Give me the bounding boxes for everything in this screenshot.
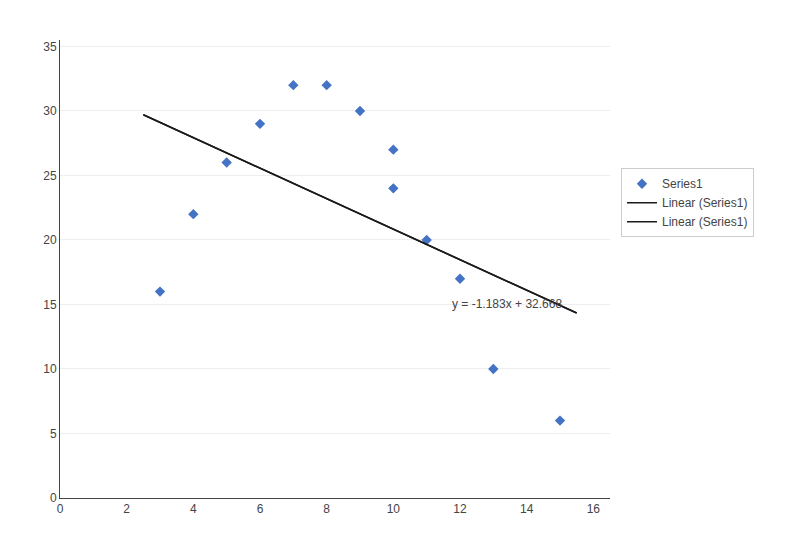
svg-text:4: 4	[190, 502, 197, 516]
svg-text:y = -1.183x + 32.668: y = -1.183x + 32.668	[452, 297, 562, 311]
svg-text:Series1: Series1	[662, 177, 703, 191]
svg-text:25: 25	[43, 169, 57, 183]
svg-text:8: 8	[323, 502, 330, 516]
svg-text:30: 30	[43, 104, 57, 118]
svg-text:0: 0	[50, 491, 57, 505]
svg-text:20: 20	[43, 233, 57, 247]
svg-text:35: 35	[43, 40, 57, 54]
svg-text:16: 16	[587, 502, 601, 516]
svg-text:14: 14	[520, 502, 534, 516]
svg-text:2: 2	[123, 502, 130, 516]
svg-text:5: 5	[50, 427, 57, 441]
svg-text:Linear (Series1): Linear (Series1)	[662, 215, 747, 229]
svg-text:0: 0	[57, 502, 64, 516]
svg-text:10: 10	[43, 362, 57, 376]
svg-text:10: 10	[387, 502, 401, 516]
svg-text:15: 15	[43, 298, 57, 312]
svg-text:6: 6	[257, 502, 264, 516]
svg-text:Linear (Series1): Linear (Series1)	[662, 196, 747, 210]
svg-text:12: 12	[453, 502, 467, 516]
